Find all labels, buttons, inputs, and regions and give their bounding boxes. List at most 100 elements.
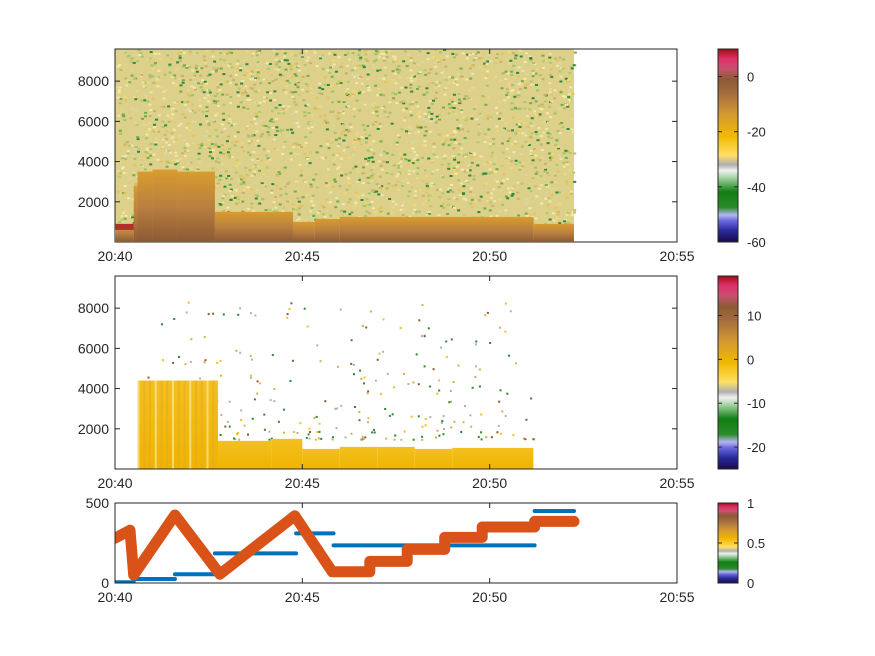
noise-pixel [558, 132, 562, 135]
noise-pixel [567, 221, 570, 224]
sparse-point [449, 390, 452, 392]
noise-pixel [171, 105, 175, 108]
noise-pixel [371, 207, 375, 210]
noise-pixel [496, 129, 500, 132]
noise-pixel [496, 112, 500, 115]
sparse-point [440, 422, 443, 424]
noise-pixel [311, 194, 315, 197]
noise-pixel [228, 51, 232, 54]
noise-pixel [540, 156, 544, 159]
noise-pixel [495, 180, 499, 183]
noise-pixel [332, 52, 336, 55]
noise-pixel [346, 64, 349, 67]
noise-pixel [121, 166, 125, 169]
noise-pixel [163, 133, 167, 136]
noise-pixel [290, 112, 294, 115]
noise-pixel [310, 185, 314, 188]
noise-pixel [361, 182, 365, 185]
noise-pixel [295, 143, 299, 146]
noise-pixel [323, 76, 327, 79]
noise-pixel [318, 92, 322, 95]
noise-pixel [548, 82, 552, 85]
noise-pixel [482, 96, 486, 98]
sparse-point [253, 398, 256, 401]
sparse-point [247, 433, 249, 436]
surface-streak [195, 380, 198, 469]
noise-pixel [522, 162, 525, 165]
sparse-point [365, 326, 368, 329]
noise-pixel [208, 89, 211, 92]
noise-pixel [388, 198, 392, 200]
noise-pixel [398, 136, 401, 139]
noise-pixel [479, 155, 483, 158]
noise-pixel [443, 154, 447, 157]
noise-pixel [363, 172, 366, 175]
noise-pixel [165, 160, 169, 163]
sparse-point [407, 383, 410, 385]
noise-pixel [390, 211, 394, 214]
noise-pixel [305, 50, 308, 53]
noise-pixel [573, 180, 577, 183]
noise-pixel [499, 188, 503, 191]
noise-pixel [245, 127, 249, 130]
noise-pixel [315, 151, 319, 154]
noise-pixel [530, 132, 534, 135]
noise-pixel [425, 182, 429, 185]
sparse-point [504, 415, 507, 417]
noise-pixel [289, 91, 293, 94]
noise-pixel [447, 164, 451, 167]
noise-pixel [350, 212, 354, 215]
sparse-point [418, 319, 421, 322]
noise-pixel [118, 88, 122, 90]
noise-pixel [473, 153, 477, 156]
noise-pixel [277, 65, 281, 68]
noise-pixel [319, 208, 322, 211]
noise-pixel [361, 124, 365, 127]
noise-pixel [423, 112, 427, 115]
noise-pixel [222, 118, 226, 121]
noise-pixel [232, 79, 236, 82]
sparse-point [318, 422, 321, 425]
noise-pixel [366, 176, 370, 179]
noise-pixel [294, 62, 298, 65]
noise-pixel [414, 140, 418, 143]
noise-pixel [282, 105, 286, 108]
noise-pixel [525, 73, 529, 76]
noise-pixel [377, 208, 381, 211]
noise-pixel [382, 53, 386, 55]
noise-pixel [203, 59, 207, 62]
sparse-point [394, 434, 397, 437]
surface-segment [271, 438, 303, 469]
noise-pixel [379, 210, 383, 213]
noise-pixel [471, 86, 475, 89]
noise-pixel [569, 152, 573, 155]
noise-pixel [362, 66, 366, 69]
noise-pixel [148, 151, 152, 153]
noise-pixel [205, 50, 209, 52]
noise-pixel [380, 166, 384, 169]
colorbar-tick-label: -20 [747, 125, 766, 140]
noise-pixel [130, 57, 134, 60]
noise-pixel [181, 166, 185, 169]
noise-pixel [149, 154, 153, 157]
noise-pixel [370, 180, 373, 183]
noise-pixel [464, 119, 468, 122]
noise-pixel [400, 86, 404, 89]
noise-pixel [462, 197, 466, 200]
sparse-point [359, 438, 362, 441]
noise-pixel [555, 210, 559, 213]
noise-pixel [531, 75, 535, 78]
sparse-point [331, 438, 334, 441]
noise-pixel [404, 158, 408, 161]
noise-pixel [447, 157, 451, 160]
noise-pixel [523, 101, 527, 104]
noise-pixel [485, 63, 489, 66]
noise-pixel [173, 74, 177, 77]
noise-pixel [505, 156, 509, 159]
noise-pixel [123, 95, 127, 98]
noise-pixel [459, 100, 463, 103]
sparse-point [273, 388, 276, 390]
noise-pixel [431, 185, 435, 188]
noise-pixel [433, 156, 436, 158]
noise-pixel [427, 212, 431, 215]
